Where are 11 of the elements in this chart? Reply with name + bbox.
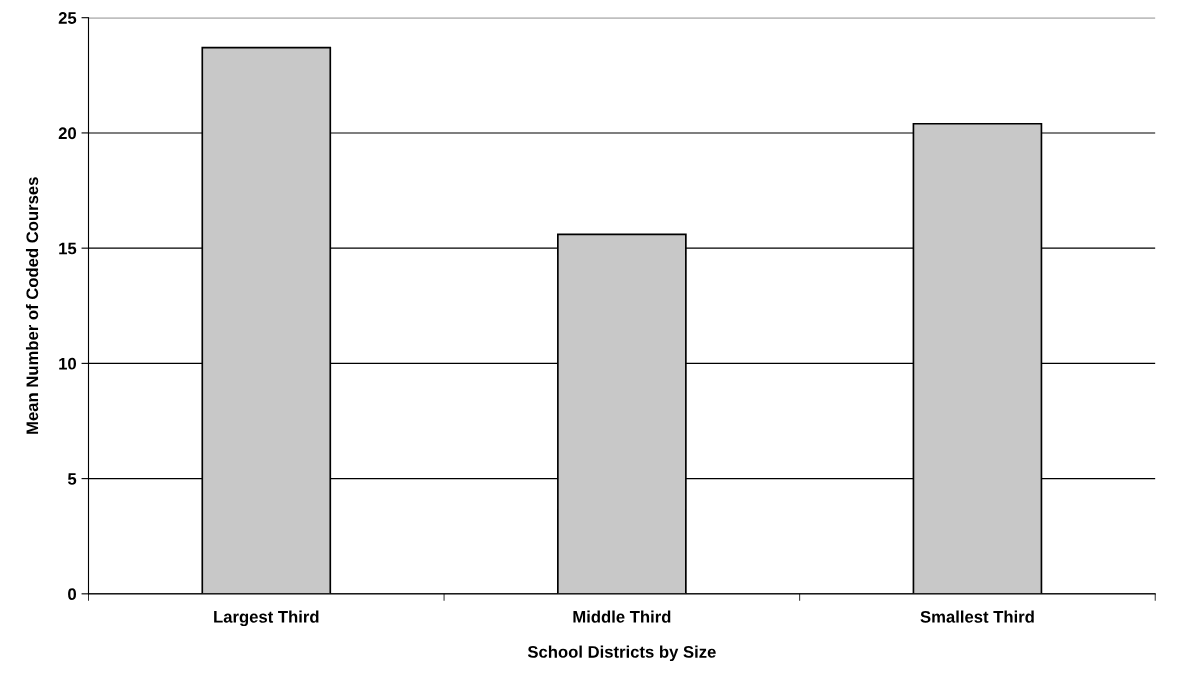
y-tick-label: 10	[59, 357, 77, 370]
y-tick-label: 15	[59, 242, 77, 255]
y-tick-label: 0	[68, 588, 77, 601]
x-tick-label: Largest Third	[214, 610, 319, 627]
y-tick-label: 25	[58, 12, 77, 24]
x-axis-title: School Districts by Size	[527, 645, 716, 662]
y-tick-label: 20	[58, 127, 77, 140]
y-tick-label: 5	[67, 473, 77, 485]
x-tick-label: Middle Third	[573, 610, 671, 623]
x-tick-label: Smallest Third	[920, 610, 1034, 623]
y-axis-title: Mean Number of Coded Courses	[25, 177, 39, 434]
